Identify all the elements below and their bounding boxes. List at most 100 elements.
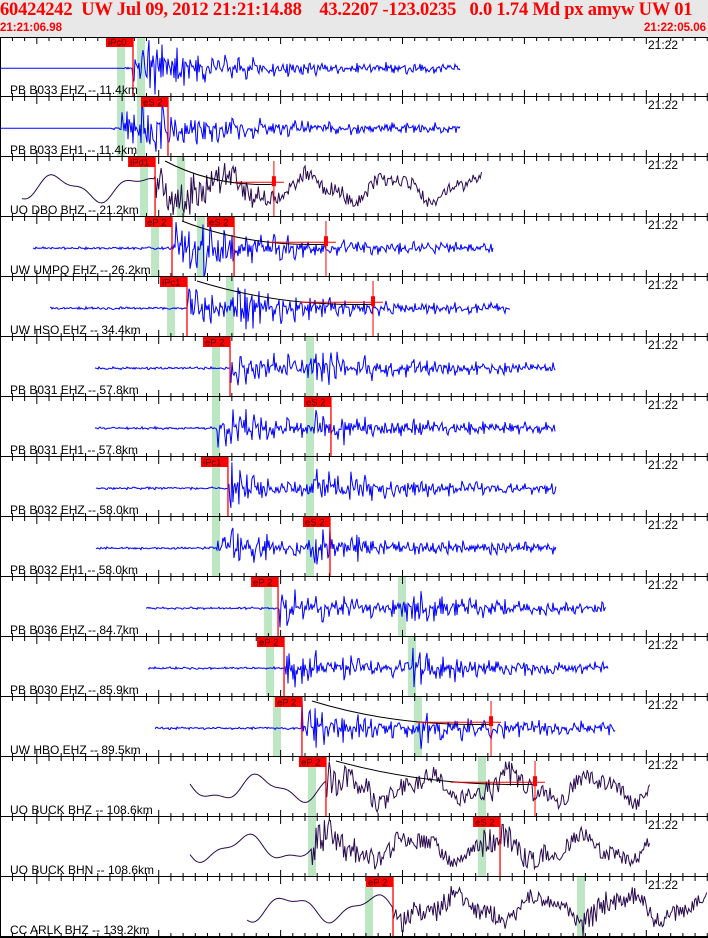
trace-panel[interactable]: eS 2 UO BUCK BHN -- 108.6km 21:22: [0, 817, 708, 878]
station-label: UO BUCK BHZ -- 108.6km: [10, 803, 153, 817]
phase-pick-label: eS 2: [305, 518, 325, 529]
predicted-phase-bar: [264, 577, 273, 637]
coda-decay-curve: [164, 160, 274, 185]
waveform-trace: [0, 100, 461, 152]
predicted-phase-bar: [272, 697, 281, 757]
trace-panel[interactable]: eS 2 PB B031 EH1 -- 57.8km 21:22: [0, 397, 708, 458]
coda-decay-curve: [335, 760, 536, 785]
minute-label: 21:22: [648, 158, 678, 172]
phase-pick-flag: [159, 277, 187, 287]
phase-pick-flag: [105, 37, 133, 47]
event-title: 60424242 UW Jul 09, 2012 21:21:14.88 43.…: [0, 0, 708, 20]
panel-background: [0, 457, 708, 517]
phase-pick-label: eP 2: [368, 878, 387, 889]
waveform-trace: [95, 527, 557, 565]
waveform-trace: [189, 819, 651, 871]
phase-pick-label: eP 2: [259, 638, 278, 649]
coda-decay-curve: [196, 280, 374, 305]
panel-background: [0, 517, 708, 577]
waveform-trace: [154, 701, 616, 749]
predicted-phase-bar: [576, 877, 585, 937]
waveform-trace: [50, 287, 511, 330]
panel-background: [0, 877, 708, 937]
phase-pick-label: iPd1: [130, 158, 149, 169]
waveform-trace: [0, 40, 461, 95]
trace-panel[interactable]: eP 2 UW HBO EHZ -- 89.5km 21:22: [0, 697, 708, 758]
phase-pick-flag: [366, 877, 394, 887]
station-label: PB B032 EHZ -- 58.0km: [10, 503, 139, 517]
coda-decay-curve: [181, 220, 326, 245]
panel-background: [0, 157, 708, 217]
predicted-phase-bar: [307, 817, 316, 877]
station-label: PB B033 EH1 -- 11.4km: [10, 143, 137, 157]
event-header: 60424242 UW Jul 09, 2012 21:21:14.88 43.…: [0, 0, 708, 37]
minute-label: 21:22: [648, 638, 678, 652]
phase-pick-label: eP 2: [147, 218, 166, 229]
coda-amplitude-marker: [323, 236, 328, 247]
predicted-phase-bar: [364, 877, 373, 937]
predicted-phase-bar: [266, 637, 275, 697]
station-label: UW HSO EHZ -- 34.4km: [10, 323, 141, 337]
trace-panel[interactable]: eP 2 eS 2 UW UMPQ EHZ -- 26.2km 21:22: [0, 217, 708, 278]
predicted-phase-bar: [117, 37, 126, 97]
trace-panel[interactable]: iPc1 UW HSO EHZ -- 34.4km 21:22: [0, 277, 708, 338]
minute-label: 21:22: [648, 758, 678, 772]
station-label: PB B033 EHZ -- 11.4km: [10, 83, 138, 97]
trace-panel[interactable]: eP 2 CC ARLK BHZ -- 139.2km 21:22: [0, 877, 708, 938]
predicted-phase-bar: [212, 457, 221, 517]
phase-pick-label: eP 2: [301, 758, 320, 769]
waveform-trace: [95, 462, 557, 508]
waveform-trace: [246, 885, 708, 937]
minute-label: 21:22: [648, 98, 678, 112]
minute-label: 21:22: [648, 38, 678, 52]
minute-label: 21:22: [648, 578, 678, 592]
minute-label: 21:22: [648, 398, 678, 412]
minute-label: 21:22: [648, 818, 678, 832]
window-end-time: 21:22:05.06: [643, 22, 706, 34]
phase-pick-flag: [303, 397, 331, 407]
predicted-phase-bar: [167, 277, 176, 337]
station-label: PB B031 EHZ -- 57.8km: [10, 383, 139, 397]
predicted-phase-bar: [212, 337, 221, 397]
phase-pick-label: eP 2: [205, 338, 224, 349]
trace-panel[interactable]: iPc0 PB B033 EHZ -- 11.4km 21:22: [0, 37, 708, 98]
phase-pick-flag: [128, 157, 156, 167]
minute-label: 21:22: [648, 218, 678, 232]
minute-label: 21:22: [648, 278, 678, 292]
phase-pick-label: eS 2: [209, 218, 229, 229]
trace-panel[interactable]: eP 2 PB B036 EHZ -- 84.7km 21:22: [0, 577, 708, 638]
coda-amplitude-marker: [371, 296, 376, 307]
minute-label: 21:22: [648, 518, 678, 532]
waveform-trace: [94, 351, 556, 386]
window-start-time: 21:21:06.98: [0, 22, 63, 34]
trace-panel[interactable]: eP 2 PB B031 EHZ -- 57.8km 21:22: [0, 337, 708, 398]
station-label: UW HBO EHZ -- 89.5km: [10, 743, 141, 757]
phase-pick-flag: [302, 517, 330, 527]
predicted-phase-bar: [197, 217, 206, 277]
trace-panel[interactable]: iPc1 PB B032 EHZ -- 58.0km 21:22: [0, 457, 708, 518]
trace-panel[interactable]: eP 2 UO BUCK BHZ -- 108.6km 21:22: [0, 757, 708, 818]
phase-pick-flag: [274, 697, 302, 707]
seismogram-panels[interactable]: iPc0 PB B033 EHZ -- 11.4km 21:22 eS 2 PB B03…: [0, 37, 708, 938]
minute-label: 21:22: [648, 698, 678, 712]
waveform-trace: [189, 761, 651, 814]
phase-pick-label: iPc1: [162, 278, 180, 289]
predicted-phase-bar: [307, 757, 316, 817]
phase-pick-label: iPc1: [203, 458, 221, 469]
trace-panel[interactable]: iPd1 UO DBO BHZ -- 21.2km 21:22: [0, 157, 708, 218]
station-label: UO BUCK BHN -- 108.6km: [10, 863, 154, 877]
predicted-phase-bar: [477, 757, 486, 817]
trace-panel[interactable]: eS 2 PB B033 EH1 -- 11.4km 21:22: [0, 97, 708, 158]
phase-pick-flag: [140, 97, 168, 107]
station-label: UW UMPQ EHZ -- 26.2km: [10, 263, 151, 277]
predicted-phase-bar: [151, 217, 160, 277]
waveform-trace: [32, 222, 494, 277]
trace-panel[interactable]: eP 2 PB B030 EHZ -- 85.9km 21:22: [0, 637, 708, 698]
phase-pick-flag: [298, 757, 326, 767]
coda-amplitude-marker: [489, 716, 494, 727]
minute-label: 21:22: [648, 878, 678, 892]
panel-background: [0, 337, 708, 397]
coda-decay-curve: [311, 700, 492, 725]
phase-pick-label: eP 2: [253, 578, 272, 589]
trace-panel[interactable]: eS 2 PB B032 EH1 -- 58.0km 21:22: [0, 517, 708, 578]
